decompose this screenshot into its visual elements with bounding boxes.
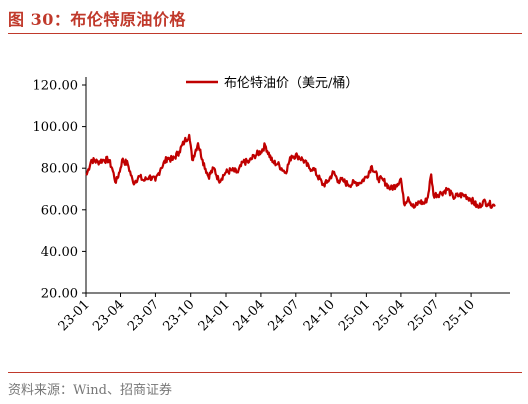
x-tick-label: 24-07 [266,297,303,334]
source-divider [8,372,522,373]
x-tick-label: 25-04 [371,297,408,334]
x-tick-label: 25-07 [406,297,443,334]
series-layer [85,133,496,209]
x-tick-label: 25-10 [441,297,478,334]
y-tick-label: 100.00 [33,120,79,135]
y-tick-label: 120.00 [33,79,79,94]
y-axis: 20.00 40.00 60.00 80.00 100.00 120.00 [33,77,87,302]
x-tick-label: 23-07 [125,297,162,334]
y-tick-label: 60.00 [41,203,78,218]
y-tick-label: 80.00 [41,162,78,177]
title-divider [8,33,522,34]
y-tick-label: 40.00 [41,245,78,260]
x-tick-label: 24-10 [301,297,338,334]
x-tick-label: 23-01 [56,297,93,334]
x-tick-label: 24-01 [196,297,233,334]
x-tick-label: 23-10 [160,297,197,334]
figure-title: 图 30：布伦特原油价格 [8,10,186,29]
x-tick-label: 23-04 [90,297,127,334]
legend-label: 布伦特油价（美元/桶） [224,76,358,91]
source-note: 资料来源：Wind、招商证券 [8,383,172,398]
x-tick-label: 24-04 [231,297,268,334]
series-line [85,133,496,209]
x-axis: 23-0123-0423-0723-1024-0124-0424-0724-10… [56,292,510,334]
legend: 布伦特油价（美元/桶） [186,76,358,91]
x-tick-label: 25-01 [336,297,373,334]
y-tick-label: 20.00 [41,287,78,302]
